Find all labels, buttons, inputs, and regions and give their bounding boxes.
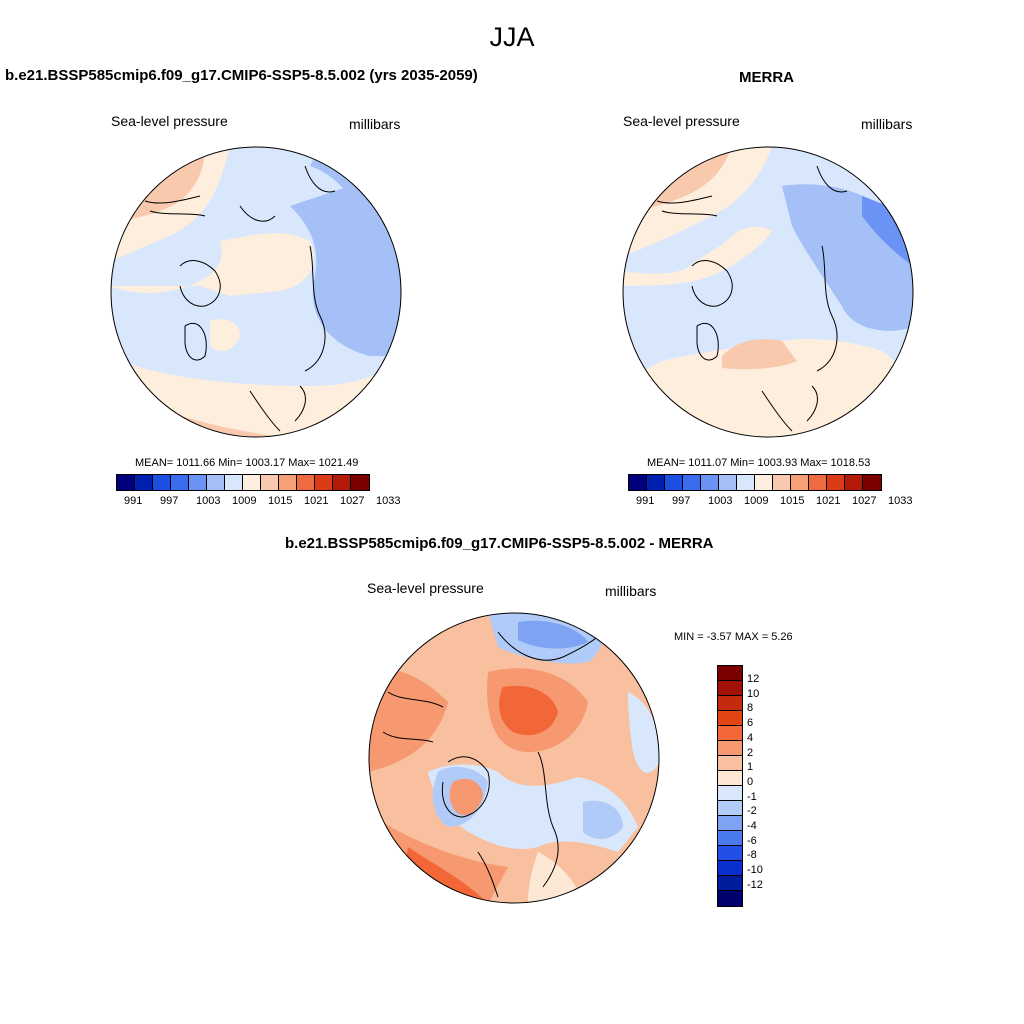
colorbar-swatch bbox=[845, 475, 863, 490]
colorbar-swatch bbox=[207, 475, 225, 490]
colorbar-tick-label: 1015 bbox=[268, 495, 293, 507]
colorbar-tick-label: 997 bbox=[672, 495, 691, 507]
diff-colorbar-tick-label: 12 bbox=[747, 673, 760, 685]
obs-variable-label: Sea-level pressure bbox=[623, 113, 740, 129]
colorbar-tick-label: 1021 bbox=[304, 495, 329, 507]
colorbar-swatch bbox=[333, 475, 351, 490]
diff-panel-title: b.e21.BSSP585cmip6.f09_g17.CMIP6-SSP5-8.… bbox=[285, 535, 714, 552]
colorbar-tick-label: 1033 bbox=[376, 495, 401, 507]
colorbar-swatch bbox=[225, 475, 243, 490]
diff-colorbar bbox=[717, 665, 743, 907]
colorbar-swatch bbox=[647, 475, 665, 490]
colorbar-swatch bbox=[718, 696, 742, 711]
colorbar-swatch bbox=[153, 475, 171, 490]
colorbar-swatch bbox=[315, 475, 333, 490]
colorbar-swatch bbox=[718, 741, 742, 756]
model-variable-label: Sea-level pressure bbox=[111, 113, 228, 129]
colorbar-swatch bbox=[629, 475, 647, 490]
colorbar-swatch bbox=[863, 475, 881, 490]
colorbar-swatch bbox=[261, 475, 279, 490]
colorbar-swatch bbox=[701, 475, 719, 490]
colorbar-tick-label: 1027 bbox=[340, 495, 365, 507]
model-stats: MEAN= 1011.66 Min= 1003.17 Max= 1021.49 bbox=[135, 457, 359, 469]
colorbar-tick-label: 1003 bbox=[708, 495, 733, 507]
diff-colorbar-ticks: 12 10 8 6 4 2 1 0 -1 -2 -4 -6 -8 -10 -12 bbox=[747, 673, 787, 898]
colorbar-tick-label: 1015 bbox=[780, 495, 805, 507]
colorbar-swatch bbox=[718, 711, 742, 726]
obs-panel-title: MERRA bbox=[739, 69, 794, 86]
colorbar-swatch bbox=[773, 475, 791, 490]
colorbar-swatch bbox=[718, 726, 742, 741]
diff-colorbar-tick-label: -4 bbox=[747, 820, 757, 832]
colorbar-tick-label: 1027 bbox=[852, 495, 877, 507]
colorbar-swatch bbox=[718, 786, 742, 801]
colorbar-swatch bbox=[719, 475, 737, 490]
model-colorbar bbox=[116, 474, 370, 491]
diff-colorbar-tick-label: -2 bbox=[747, 805, 757, 818]
colorbar-swatch bbox=[755, 475, 773, 490]
colorbar-swatch bbox=[135, 475, 153, 490]
diff-colorbar-tick-label: 2 bbox=[747, 746, 754, 759]
obs-stats: MEAN= 1011.07 Min= 1003.93 Max= 1018.53 bbox=[647, 457, 871, 469]
diff-colorbar-tick-label: 10 bbox=[747, 687, 760, 700]
colorbar-swatch bbox=[297, 475, 315, 490]
page-title: JJA bbox=[489, 22, 535, 52]
diff-colorbar-tick-label: 6 bbox=[747, 717, 754, 730]
diff-colorbar-tick-label: -8 bbox=[747, 849, 757, 862]
colorbar-swatch bbox=[718, 876, 742, 891]
colorbar-swatch bbox=[665, 475, 683, 490]
obs-units-label: millibars bbox=[861, 116, 913, 132]
colorbar-swatch bbox=[718, 816, 742, 831]
colorbar-tick-label: 1009 bbox=[744, 495, 769, 507]
model-polar-map bbox=[110, 146, 402, 438]
colorbar-swatch bbox=[117, 475, 135, 490]
colorbar-swatch bbox=[718, 891, 742, 906]
colorbar-swatch bbox=[718, 831, 742, 846]
diff-colorbar-tick-label: 4 bbox=[747, 731, 754, 744]
colorbar-tick-label: 991 bbox=[636, 495, 655, 507]
colorbar-tick-label: 1009 bbox=[232, 495, 257, 507]
obs-polar-map bbox=[622, 146, 914, 438]
obs-colorbar-ticks: 991 997 1003 1009 1015 1021 1027 1033 bbox=[628, 495, 913, 509]
colorbar-tick-label: 1021 bbox=[816, 495, 841, 507]
diff-units-label: millibars bbox=[605, 583, 657, 599]
colorbar-swatch bbox=[279, 475, 297, 490]
model-colorbar-ticks: 991 997 1003 1009 1015 1021 1027 1033 bbox=[116, 495, 401, 509]
colorbar-swatch bbox=[718, 861, 742, 876]
diff-colorbar-tick-label: -12 bbox=[747, 878, 763, 891]
colorbar-swatch bbox=[809, 475, 827, 490]
colorbar-swatch bbox=[718, 771, 742, 786]
colorbar-swatch bbox=[351, 475, 369, 490]
diff-variable-label: Sea-level pressure bbox=[367, 580, 484, 596]
diff-colorbar-tick-label: -6 bbox=[747, 834, 757, 847]
colorbar-swatch bbox=[718, 846, 742, 861]
colorbar-tick-label: 1003 bbox=[196, 495, 221, 507]
colorbar-swatch bbox=[243, 475, 261, 490]
diff-polar-map bbox=[368, 612, 660, 904]
colorbar-swatch bbox=[791, 475, 809, 490]
colorbar-swatch bbox=[171, 475, 189, 490]
model-units-label: millibars bbox=[349, 116, 401, 132]
obs-colorbar bbox=[628, 474, 882, 491]
colorbar-swatch bbox=[718, 756, 742, 771]
colorbar-tick-label: 991 bbox=[124, 495, 143, 507]
colorbar-tick-label: 997 bbox=[160, 495, 179, 507]
colorbar-swatch bbox=[718, 666, 742, 681]
diff-colorbar-tick-label: 0 bbox=[747, 775, 754, 788]
colorbar-swatch bbox=[718, 801, 742, 816]
diff-stats: MIN = -3.57 MAX = 5.26 bbox=[674, 631, 793, 643]
model-panel-title: b.e21.BSSP585cmip6.f09_g17.CMIP6-SSP5-8.… bbox=[5, 67, 478, 84]
diff-colorbar-tick-label: -10 bbox=[747, 864, 763, 877]
diff-colorbar-tick-label: 8 bbox=[747, 702, 754, 715]
colorbar-swatch bbox=[189, 475, 207, 490]
colorbar-swatch bbox=[737, 475, 755, 490]
diff-colorbar-tick-label: -1 bbox=[747, 790, 757, 803]
diff-colorbar-tick-label: 1 bbox=[747, 761, 754, 774]
colorbar-swatch bbox=[827, 475, 845, 490]
colorbar-swatch bbox=[718, 681, 742, 696]
colorbar-swatch bbox=[683, 475, 701, 490]
colorbar-tick-label: 1033 bbox=[888, 495, 913, 507]
